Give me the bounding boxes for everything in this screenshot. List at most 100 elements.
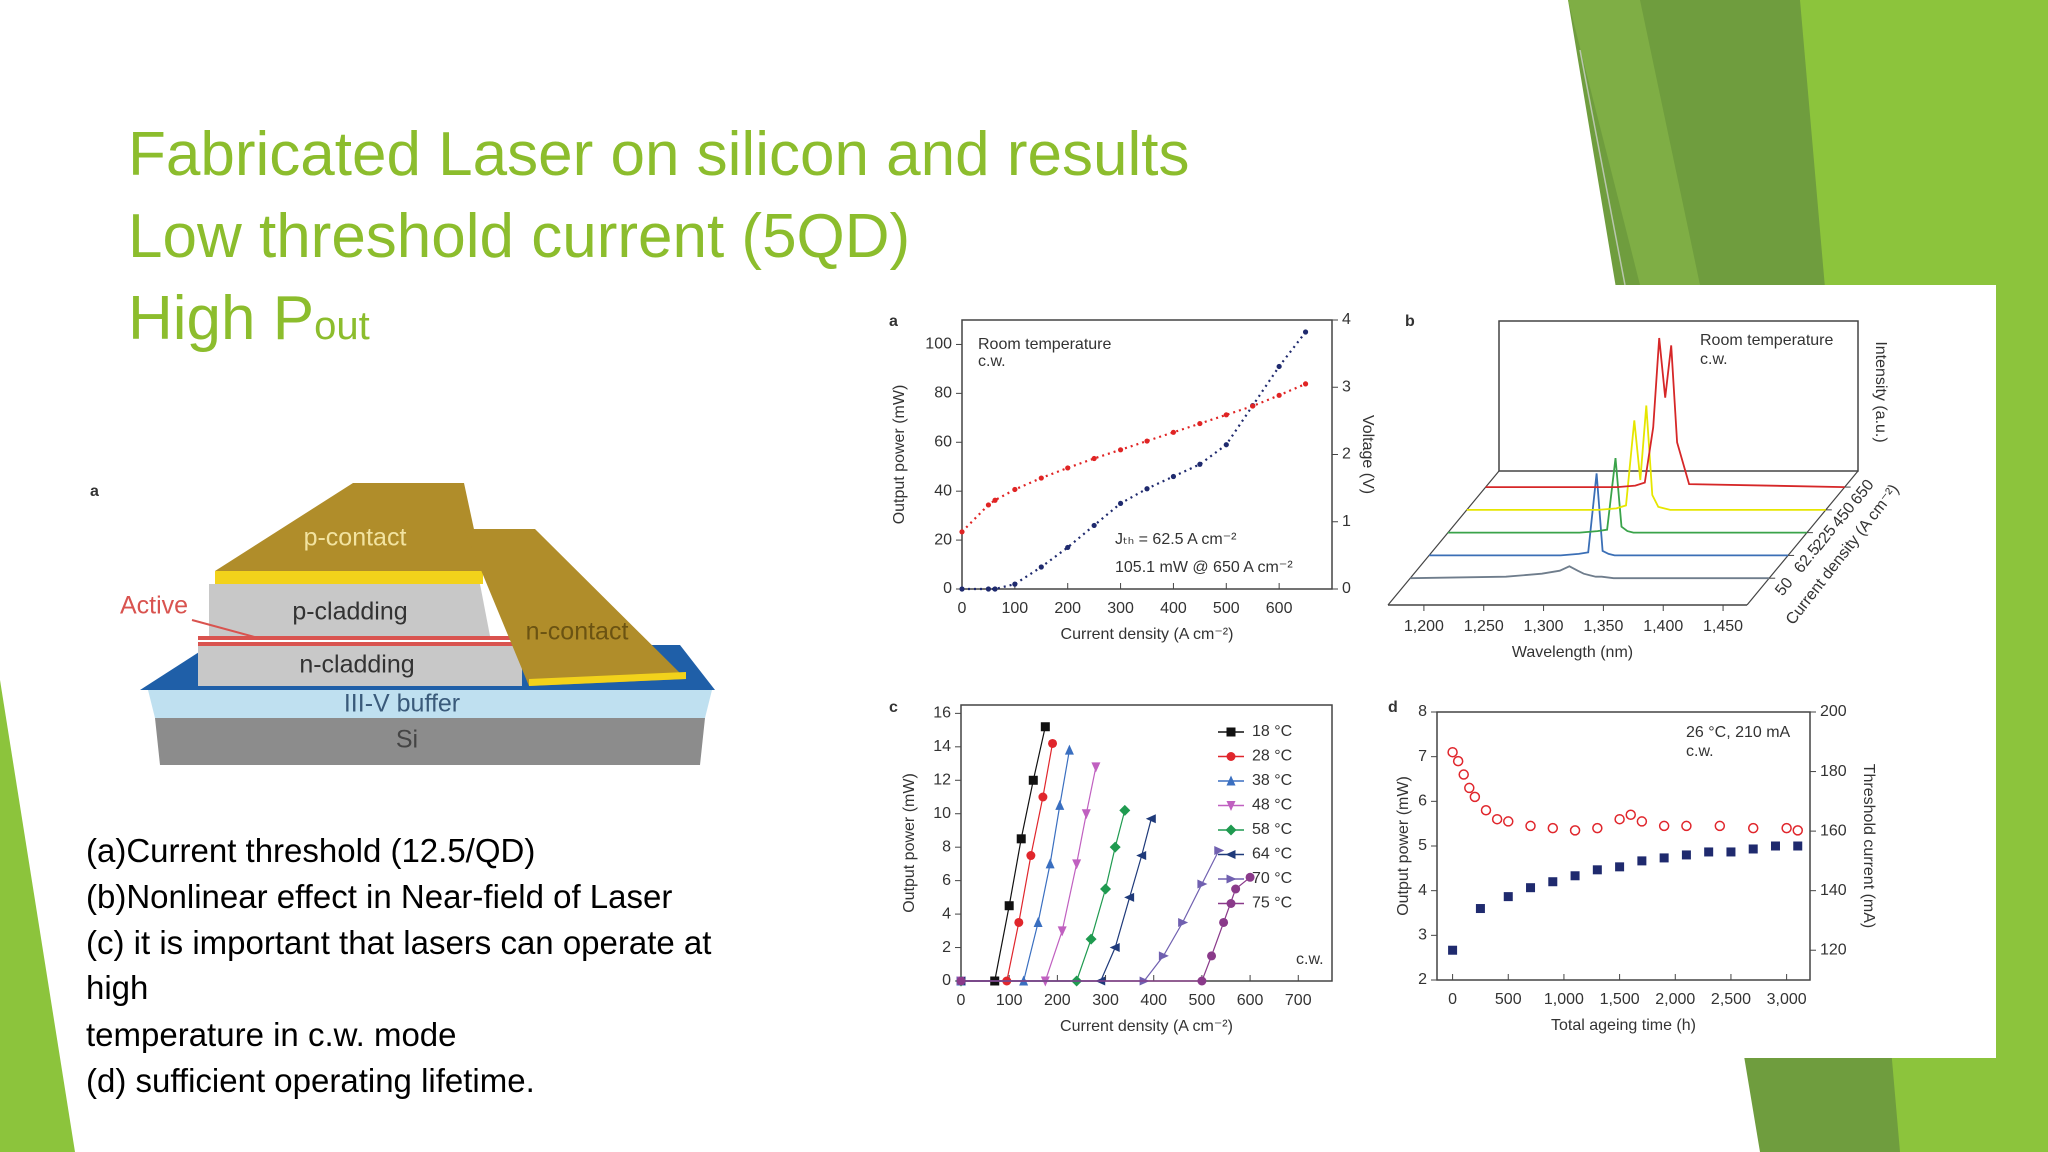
marker (1547, 822, 1559, 834)
marker (1055, 799, 1065, 810)
marker (992, 497, 998, 503)
marker (1048, 738, 1058, 748)
decor-left-green (0, 680, 75, 1152)
title-line: Fabricated Laser on silicon and results (128, 120, 1189, 189)
marker (1231, 884, 1241, 894)
spectrum (1447, 457, 1807, 534)
x-tick-label: 600 (1266, 600, 1293, 617)
p-cladding-layer (209, 584, 490, 636)
caption: (b)Nonlinear effect in Near-field of Las… (86, 878, 672, 915)
y-tick-label: 2 (942, 939, 951, 956)
marker (1038, 792, 1048, 802)
x-tick-label: 1,500 (1600, 991, 1640, 1008)
marker (1245, 872, 1255, 882)
marker (1040, 722, 1050, 732)
marker (1038, 475, 1044, 481)
marker (1100, 883, 1112, 895)
marker (1793, 841, 1803, 851)
marker (1447, 746, 1458, 758)
diagram-text: Si (396, 726, 418, 754)
marker (956, 976, 966, 986)
marker (1276, 392, 1282, 398)
y2-tick-label: 180 (1820, 763, 1847, 780)
marker (1770, 841, 1780, 851)
x-tick-label: 400 (1160, 600, 1187, 617)
marker (1226, 752, 1236, 761)
p-contact-top (215, 483, 483, 571)
annotation: 26 °C, 210 mA (1686, 724, 1791, 741)
x-tick-label: 1,200 (1404, 618, 1444, 635)
y2-axis-label: Threshold current (mA) (1860, 764, 1877, 929)
y-tick-label: 20 (934, 531, 952, 548)
marker (1065, 465, 1071, 471)
marker (1064, 744, 1074, 755)
marker (1197, 976, 1207, 986)
x-tick-label: 2,000 (1655, 991, 1695, 1008)
marker (1065, 544, 1071, 551)
y-tick-label: 10 (933, 805, 951, 822)
marker (1214, 846, 1225, 856)
annotation: c.w. (1296, 951, 1324, 968)
marker (959, 529, 965, 535)
marker (1226, 727, 1236, 737)
y-axis-label: Output power (mW) (901, 773, 918, 913)
annotation: c.w. (1686, 743, 1714, 760)
x-tick-label: 500 (1189, 992, 1216, 1009)
x-tick-label: 100 (996, 992, 1023, 1009)
y-tick-label: 4 (942, 905, 951, 922)
x-tick-label: 0 (957, 992, 966, 1009)
x-tick-label: 0 (958, 600, 967, 617)
diagram-text: Active (120, 592, 188, 620)
marker (1197, 461, 1203, 467)
caption: high (86, 969, 148, 1006)
caption: temperature in c.w. mode (86, 1016, 457, 1053)
title-text: High P (128, 284, 314, 353)
y-tick-label: 6 (1418, 793, 1427, 810)
y-tick-label: 0 (942, 972, 951, 989)
marker (1081, 809, 1091, 820)
x-tick-label: 600 (1237, 992, 1264, 1009)
title-line: Low threshold current (5QD) (128, 202, 910, 271)
marker (1033, 916, 1043, 927)
marker (1614, 813, 1625, 825)
marker (1704, 847, 1714, 857)
y-axis-label: Intensity (a.u.) (1872, 341, 1889, 442)
y2-tick-label: 200 (1820, 703, 1847, 720)
annotation: c.w. (1700, 351, 1728, 368)
x-tick-label: 400 (1140, 992, 1167, 1009)
diagram-label: a (90, 483, 99, 500)
marker (1045, 858, 1055, 869)
y-axis-label: Output power (mW) (891, 385, 908, 525)
marker (1615, 862, 1625, 872)
marker (1124, 892, 1135, 902)
diagram-text: n-contact (526, 618, 629, 646)
marker (1276, 363, 1282, 370)
panel-label: d (1388, 699, 1398, 716)
marker (1526, 883, 1536, 893)
marker (1548, 877, 1558, 887)
n-contact-stripe (529, 672, 686, 686)
marker (992, 586, 998, 592)
spectrum (1485, 337, 1845, 488)
marker (1109, 841, 1121, 853)
y-tick-label: 14 (933, 738, 951, 755)
marker (1480, 805, 1492, 816)
x-tick-label: 300 (1092, 992, 1119, 1009)
marker (1012, 581, 1018, 587)
marker (1225, 850, 1236, 859)
x-tick-label: 100 (1002, 600, 1029, 617)
y-tick-label: 60 (934, 433, 952, 450)
title-line: High Pout (128, 284, 370, 353)
marker (1219, 917, 1229, 927)
marker (1469, 791, 1481, 803)
x-tick-label: 500 (1213, 600, 1240, 617)
y2-tick-label: 2 (1342, 446, 1351, 463)
y-tick-label: 2 (1418, 971, 1427, 988)
y-tick-label: 6 (942, 872, 951, 889)
marker (1091, 762, 1101, 773)
floor-edge (1746, 470, 1859, 606)
n-cladding-layer (198, 646, 522, 686)
y-tick-label: 8 (942, 838, 951, 855)
marker (959, 586, 965, 592)
